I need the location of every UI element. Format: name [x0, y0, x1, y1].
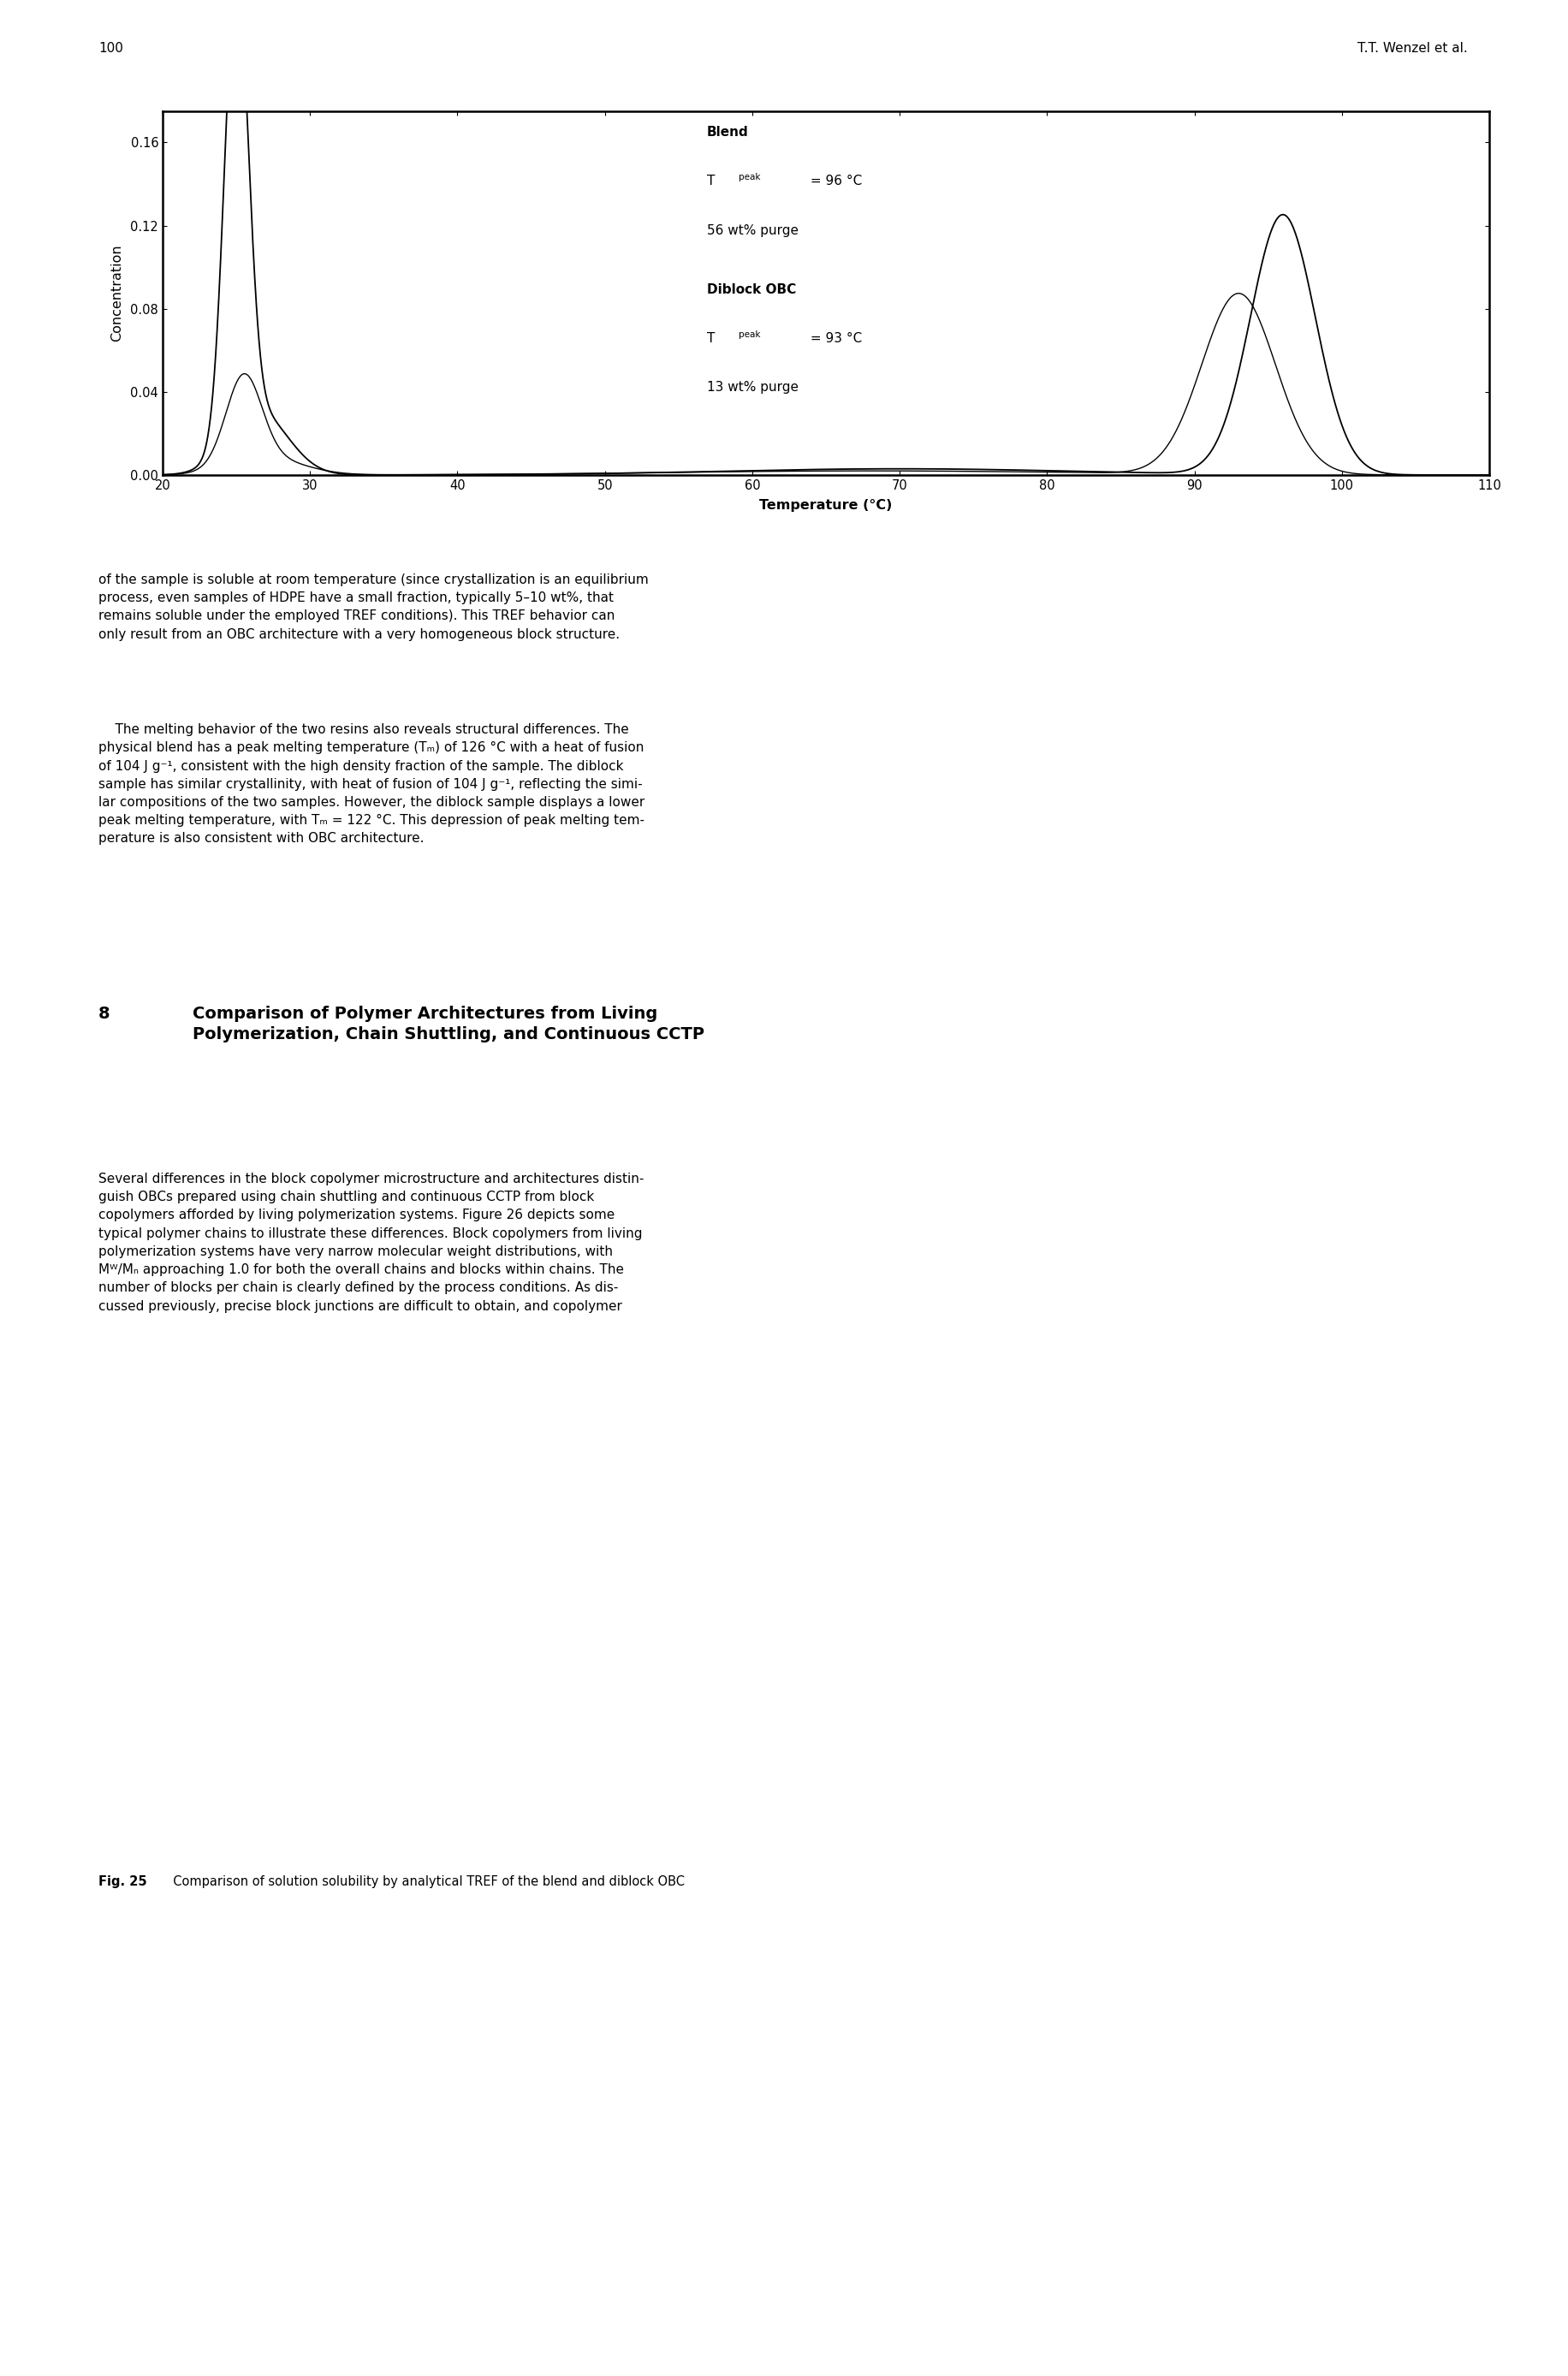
Text: of the sample is soluble at room temperature (since crystallization is an equili: of the sample is soluble at room tempera…	[99, 573, 649, 642]
Text: 100: 100	[99, 40, 124, 55]
Text: Diblock OBC: Diblock OBC	[707, 283, 797, 295]
Text: T: T	[707, 176, 715, 188]
Text: T: T	[707, 333, 715, 345]
Text: Blend: Blend	[707, 126, 748, 138]
Text: = 93 °C: = 93 °C	[806, 333, 862, 345]
X-axis label: Temperature (°C): Temperature (°C)	[759, 499, 892, 511]
Text: T.T. Wenzel et al.: T.T. Wenzel et al.	[1358, 40, 1468, 55]
Text: peak: peak	[739, 173, 760, 181]
Text: Fig. 25: Fig. 25	[99, 1875, 147, 1889]
Text: Comparison of Polymer Architectures from Living
Polymerization, Chain Shuttling,: Comparison of Polymer Architectures from…	[193, 1005, 704, 1043]
Text: 13 wt% purge: 13 wt% purge	[707, 380, 798, 394]
Text: The melting behavior of the two resins also reveals structural differences. The
: The melting behavior of the two resins a…	[99, 722, 644, 846]
Text: 8: 8	[99, 1005, 110, 1022]
Text: Comparison of solution solubility by analytical TREF of the blend and diblock OB: Comparison of solution solubility by ana…	[165, 1875, 685, 1889]
Text: = 96 °C: = 96 °C	[806, 176, 862, 188]
Text: 56 wt% purge: 56 wt% purge	[707, 223, 798, 238]
Y-axis label: Concentration: Concentration	[110, 245, 124, 342]
Text: peak: peak	[739, 330, 760, 340]
Text: Several differences in the block copolymer microstructure and architectures dist: Several differences in the block copolym…	[99, 1174, 644, 1312]
